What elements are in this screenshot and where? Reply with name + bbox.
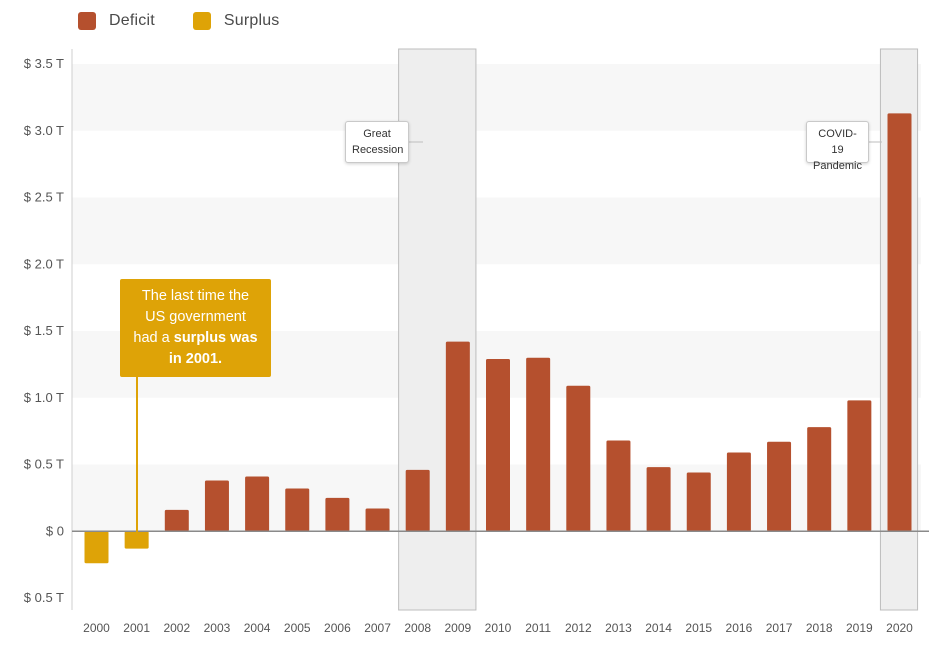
- surplus-annotation: The last time the US government had a su…: [120, 279, 271, 377]
- surplus-note-line3-pre: had a: [133, 330, 174, 346]
- x-tick-label-2016: 2016: [726, 621, 753, 635]
- x-tick-label-2002: 2002: [163, 621, 190, 635]
- grid-band: [72, 197, 921, 265]
- bar-deficit-2020[interactable]: [887, 113, 912, 532]
- x-tick-label-2001: 2001: [123, 621, 150, 635]
- surplus-note-line1: The last time the: [141, 288, 250, 304]
- grid-band: [72, 64, 921, 131]
- bar-deficit-2006[interactable]: [325, 497, 350, 532]
- great-recession-line2: Recession: [352, 144, 404, 156]
- x-tick-label-2007: 2007: [364, 621, 391, 635]
- bar-deficit-2018[interactable]: [807, 427, 832, 532]
- deficit-swatch: [78, 12, 96, 30]
- bar-deficit-2003[interactable]: [204, 480, 229, 532]
- legend-item-deficit[interactable]: Deficit: [78, 12, 155, 30]
- bar-deficit-2005[interactable]: [285, 488, 310, 532]
- legend-label-surplus: Surplus: [223, 12, 280, 29]
- x-tick-label-2017: 2017: [766, 621, 793, 635]
- surplus-note-line3-bold: surplus was: [173, 330, 258, 346]
- covid-line2: Pandemic: [813, 160, 862, 172]
- surplus-swatch: [192, 12, 211, 30]
- bar-deficit-2012[interactable]: [566, 385, 591, 532]
- bar-deficit-2017[interactable]: [767, 441, 792, 532]
- bar-deficit-2010[interactable]: [486, 359, 510, 532]
- x-tick-label-2009: 2009: [444, 621, 471, 635]
- bar-deficit-2007[interactable]: [365, 508, 390, 532]
- x-tick-label-2010: 2010: [485, 621, 512, 635]
- chart-legend: Deficit Surplus: [78, 8, 318, 34]
- bar-deficit-2016[interactable]: [726, 452, 751, 532]
- x-tick-label-2019: 2019: [846, 621, 873, 635]
- bar-deficit-2013[interactable]: [606, 440, 631, 532]
- bar-deficit-2019[interactable]: [847, 400, 872, 532]
- x-tick-label-2014: 2014: [645, 621, 672, 635]
- bar-deficit-2011[interactable]: [526, 357, 551, 532]
- x-tick-label-2015: 2015: [685, 621, 712, 635]
- bar-deficit-2014[interactable]: [646, 467, 671, 532]
- bar-surplus-2000[interactable]: [84, 531, 109, 564]
- bar-surplus-2001[interactable]: [124, 531, 149, 549]
- x-tick-label-2000: 2000: [83, 621, 110, 635]
- x-tick-label-2004: 2004: [244, 621, 271, 635]
- bar-deficit-2002[interactable]: [164, 509, 189, 532]
- y-tick-label: $ 2.0 T: [24, 256, 64, 271]
- y-tick-label: $ 1.5 T: [24, 323, 64, 338]
- legend-item-surplus[interactable]: Surplus: [192, 12, 280, 30]
- legend-label-deficit: Deficit: [109, 12, 155, 29]
- great-recession-callout: Great Recession: [345, 121, 409, 163]
- x-tick-label-2003: 2003: [204, 621, 231, 635]
- annotation-leaders: [136, 141, 882, 532]
- surplus-note-line2: US government: [145, 309, 246, 325]
- covid-callout: COVID-19 Pandemic: [806, 121, 869, 172]
- y-tick-label: $ 2.5 T: [24, 190, 64, 205]
- x-tick-label-2012: 2012: [565, 621, 592, 635]
- bar-series: [84, 113, 912, 564]
- x-tick-label-2006: 2006: [324, 621, 351, 635]
- y-tick-label: $ 3.5 T: [24, 56, 64, 71]
- covid-line1: COVID-19: [818, 128, 857, 156]
- surplus-note-line3: had a surplus was: [128, 328, 263, 349]
- x-tick-label-2018: 2018: [806, 621, 833, 635]
- y-tick-label: $ 3.0 T: [24, 123, 64, 138]
- bar-deficit-2004[interactable]: [245, 476, 270, 532]
- bar-deficit-2008[interactable]: [405, 469, 430, 532]
- y-tick-label: $ 0.5 T: [24, 590, 64, 605]
- great-recession-line1: Great: [363, 128, 391, 140]
- x-tick-label-2008: 2008: [404, 621, 431, 635]
- x-axis-labels: 2000 2001 2002 2003 2004 2005 2006 2007 2008 2009…: [83, 621, 913, 635]
- x-tick-label-2020: 2020: [886, 621, 913, 635]
- x-tick-label-2005: 2005: [284, 621, 311, 635]
- surplus-note-line4: in 2001.: [168, 351, 223, 367]
- axes: [71, 49, 929, 610]
- x-tick-label-2013: 2013: [605, 621, 632, 635]
- y-tick-label: $ 0: [46, 523, 64, 538]
- x-tick-label-2011: 2011: [525, 621, 551, 635]
- bar-deficit-2015[interactable]: [686, 472, 711, 532]
- y-tick-label: $ 1.0 T: [24, 390, 64, 405]
- y-axis-labels: $ 3.5 T $ 3.0 T $ 2.5 T $ 2.0 T $ 1.5 T $ 1.0…: [24, 56, 64, 605]
- y-tick-label: $ 0.5 T: [24, 457, 64, 472]
- bar-deficit-2009[interactable]: [445, 341, 470, 532]
